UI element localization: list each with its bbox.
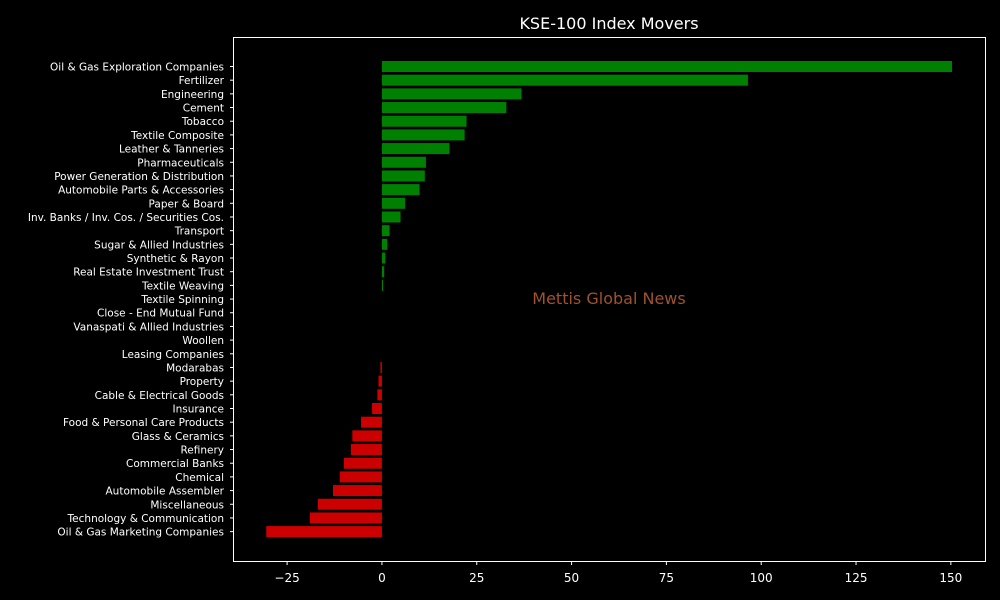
x-tick-label: 25 <box>469 571 484 585</box>
category-label: Insurance <box>172 404 224 416</box>
category-label: Power Generation & Distribution <box>54 171 224 183</box>
bar <box>381 266 385 278</box>
bar <box>381 252 386 264</box>
bar <box>381 74 748 86</box>
bar <box>381 170 425 182</box>
bar <box>266 526 382 538</box>
bar <box>381 143 450 155</box>
bar <box>317 498 382 510</box>
plot-frame <box>233 37 986 562</box>
bar <box>381 184 420 196</box>
category-label: Leasing Companies <box>122 349 224 361</box>
category-label: Modarabas <box>166 362 224 374</box>
chart-title: KSE-100 Index Movers <box>519 14 698 33</box>
category-label: Refinery <box>180 445 224 457</box>
category-label: Oil & Gas Marketing Companies <box>57 527 224 539</box>
x-tick-label: 50 <box>564 571 579 585</box>
category-label: Sugar & Allied Industries <box>94 239 224 251</box>
x-tick-label: 125 <box>845 571 868 585</box>
bar <box>381 115 467 127</box>
bar <box>352 430 382 442</box>
category-label: Cement <box>183 103 224 115</box>
bar <box>361 416 382 428</box>
category-label: Leather & Tanneries <box>119 144 224 156</box>
category-label: Paper & Board <box>149 198 224 210</box>
category-label: Transport <box>174 226 224 238</box>
category-labels-group: Oil & Gas Exploration CompaniesFertilize… <box>28 62 234 539</box>
category-label: Automobile Assembler <box>106 486 225 498</box>
category-label: Close - End Mutual Fund <box>97 308 224 320</box>
category-label: Oil & Gas Exploration Companies <box>50 62 224 74</box>
category-label: Automobile Parts & Accessories <box>58 185 224 197</box>
x-tick-label: 150 <box>939 571 962 585</box>
category-label: Woollen <box>182 335 224 347</box>
category-label: Real Estate Investment Trust <box>73 267 224 279</box>
x-tick-label: 75 <box>659 571 674 585</box>
category-label: Textile Spinning <box>140 294 224 306</box>
bar <box>332 485 382 497</box>
bar <box>343 457 382 469</box>
bar <box>381 129 465 141</box>
category-label: Synthetic & Rayon <box>127 253 224 265</box>
bar <box>377 389 382 401</box>
bar <box>381 61 953 72</box>
category-label: Tobacco <box>181 116 224 128</box>
category-label: Engineering <box>161 89 224 101</box>
bar <box>381 225 390 237</box>
bar <box>381 88 522 100</box>
bar <box>372 403 382 414</box>
bar <box>381 102 507 114</box>
bar <box>378 375 382 387</box>
bar <box>309 512 382 524</box>
category-label: Technology & Communication <box>67 513 224 525</box>
category-label: Property <box>180 376 224 388</box>
bar <box>380 361 382 373</box>
x-ticks-group: −25 0 25 50 75 100 125 150 <box>274 561 962 585</box>
bar <box>339 471 382 483</box>
x-tick-label: −25 <box>274 571 299 585</box>
category-label: Glass & Ceramics <box>132 431 224 443</box>
category-label: Textile Composite <box>130 130 224 142</box>
bar <box>381 156 426 168</box>
category-label: Chemical <box>175 472 224 484</box>
bar <box>381 279 384 291</box>
bar <box>381 238 388 250</box>
category-label: Commercial Banks <box>126 458 224 470</box>
bars-group <box>266 61 953 538</box>
category-label: Pharmaceuticals <box>137 157 224 169</box>
category-label: Inv. Banks / Inv. Cos. / Securities Cos. <box>28 212 224 224</box>
x-tick-label: 100 <box>750 571 773 585</box>
category-label: Vanaspati & Allied Industries <box>73 321 224 333</box>
watermark-text: Mettis Global News <box>532 289 685 308</box>
category-label: Textile Weaving <box>141 280 224 292</box>
bar <box>350 444 382 456</box>
category-label: Fertilizer <box>179 75 225 87</box>
category-label: Miscellaneous <box>150 499 224 511</box>
category-label: Cable & Electrical Goods <box>95 390 224 402</box>
category-label: Food & Personal Care Products <box>63 417 224 429</box>
x-tick-label: 0 <box>378 571 386 585</box>
bar <box>381 211 401 223</box>
bar <box>381 197 406 209</box>
